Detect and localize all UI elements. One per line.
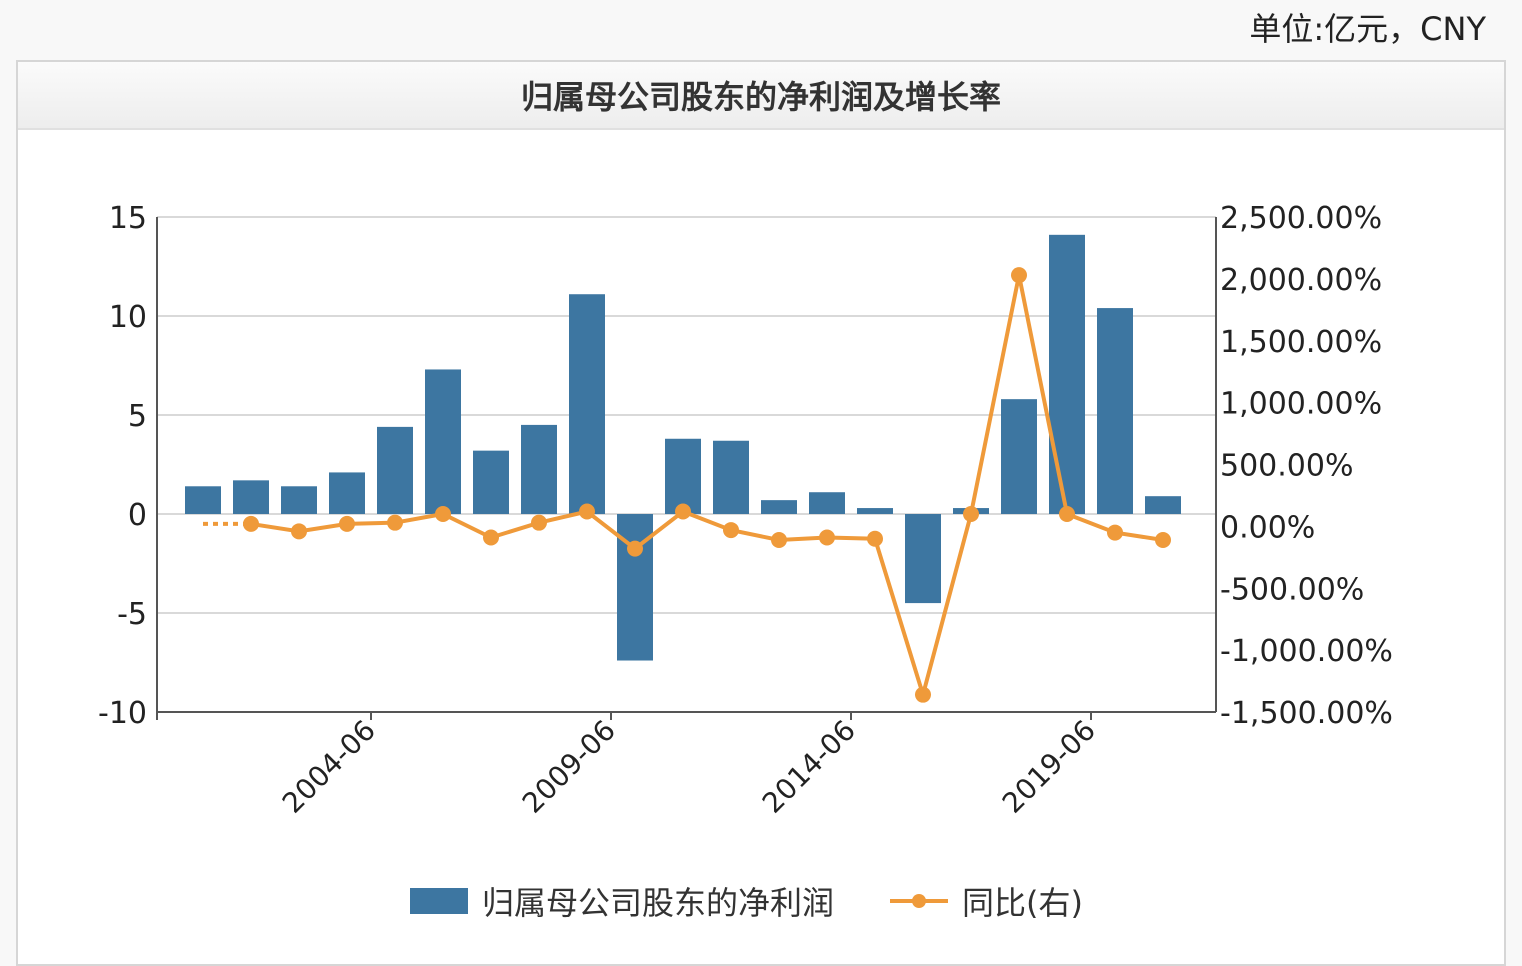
bar-mark <box>809 492 845 514</box>
bar-mark <box>761 500 797 514</box>
y-left-tick-label: -10 <box>98 696 147 731</box>
legend-item-growth[interactable]: 同比(右) <box>890 878 1083 924</box>
growth-point <box>1155 531 1171 548</box>
bar-mark <box>329 472 365 514</box>
legend-bar-swatch <box>410 888 468 914</box>
bar-mark <box>569 294 605 514</box>
growth-point <box>291 523 307 540</box>
y-right-tick-label: -1,500.00% <box>1220 696 1393 731</box>
growth-point <box>627 540 643 557</box>
growth-point <box>963 506 979 522</box>
bar-mark <box>425 369 461 514</box>
x-tick-label: 2009-06 <box>516 714 622 820</box>
y-left-tick-label: 5 <box>128 399 147 434</box>
growth-point <box>819 529 835 546</box>
bar-mark <box>377 426 413 514</box>
growth-point <box>675 503 691 520</box>
growth-point <box>915 686 931 703</box>
bar-mark <box>1049 234 1085 514</box>
bar-mark <box>233 480 269 514</box>
bar-mark <box>521 424 557 514</box>
unit-label: 单位:亿元，CNY <box>1249 10 1486 48</box>
growth-point <box>339 515 355 532</box>
x-tick-label: 2014-06 <box>756 714 862 820</box>
y-right-tick-label: 2,500.00% <box>1220 201 1382 236</box>
bar-mark <box>281 486 317 514</box>
chart-legend: 归属母公司股东的净利润 同比(右) <box>410 878 1083 924</box>
growth-point <box>723 522 739 539</box>
legend-line-swatch <box>890 888 949 914</box>
growth-point <box>1107 524 1123 541</box>
bar-mark <box>1145 496 1181 514</box>
y-left-tick-label: 0 <box>128 498 147 533</box>
bar-mark <box>473 450 509 514</box>
y-right-tick-label: -1,000.00% <box>1220 634 1393 669</box>
y-left-tick-label: 15 <box>109 201 147 236</box>
growth-point <box>435 506 451 522</box>
bar-mark <box>905 514 941 604</box>
growth-line <box>250 274 1164 702</box>
growth-point <box>867 530 883 547</box>
legend-profit-label: 归属母公司股东的净利润 <box>482 884 835 922</box>
chart-title: 归属母公司股东的净利润及增长率 <box>520 78 1001 116</box>
growth-point <box>483 529 499 546</box>
bar-mark <box>185 486 221 514</box>
bar-mark <box>1001 399 1037 514</box>
y-left-tick-label: 10 <box>109 300 147 335</box>
x-tick-label: 2019-06 <box>996 714 1102 820</box>
growth-point <box>531 514 547 531</box>
x-tick-label: 2004-06 <box>276 714 382 820</box>
y-right-tick-label: 1,500.00% <box>1220 325 1382 360</box>
y-right-tick-label: 1,000.00% <box>1220 387 1382 422</box>
y-right-tick-label: 2,000.00% <box>1220 263 1382 298</box>
growth-point <box>243 515 259 532</box>
panel-header: 归属母公司股东的净利润及增长率 <box>18 62 1504 130</box>
y-left-tick-label: -5 <box>117 597 147 632</box>
bar-mark <box>1097 308 1133 514</box>
growth-point <box>579 503 595 520</box>
y-right-tick-label: 500.00% <box>1220 449 1353 484</box>
bar-mark <box>857 508 893 514</box>
growth-point <box>771 531 787 548</box>
bar-mark <box>665 438 701 514</box>
y-right-tick-label: 0.00% <box>1220 510 1315 545</box>
growth-point <box>387 514 403 531</box>
legend-item-profit[interactable]: 归属母公司股东的净利润 <box>410 878 834 924</box>
legend-growth-label: 同比(右) <box>962 884 1083 922</box>
bar-mark <box>713 440 749 514</box>
bar-mark <box>617 514 653 661</box>
y-right-tick-label: -500.00% <box>1220 572 1364 607</box>
growth-point <box>1011 267 1027 284</box>
growth-point <box>1059 506 1075 522</box>
